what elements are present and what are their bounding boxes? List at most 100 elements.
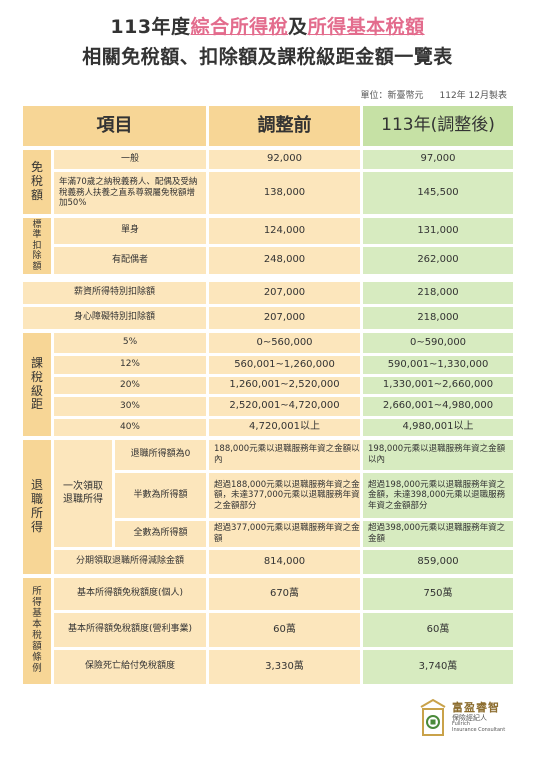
category-char: 得 [30,519,43,534]
standard-before-married: 248,000 [209,247,360,274]
company-logo-icon [420,698,446,736]
category-tax-brackets: 課稅級距 [23,333,51,436]
standard-label-married: 有配偶者 [54,247,206,274]
bracket-after: 1,330,001~2,660,000 [363,377,513,394]
bracket-rate: 5% [54,333,206,353]
basic-tax-label-individual: 基本所得額免稅額度(個人) [54,578,206,610]
category-char: 除 [32,251,42,262]
bracket-rate: 40% [54,419,206,436]
header-item: 項目 [23,106,206,146]
category-retirement: 退職所得 [23,440,51,574]
exemption-label-general: 一般 [54,150,206,169]
retirement-installment-label: 分期領取退職所得減除金額 [54,550,206,574]
category-char: 距 [30,397,43,412]
basic-tax-before-business: 60萬 [209,613,360,647]
logo-english-line2: Insurance Consultant [452,726,506,733]
basic-tax-label-insurance: 保險死亡給付免稅額度 [54,650,206,684]
category-char: 基 [32,608,42,620]
logo-english: Fullrich Insurance Consultant [452,721,506,734]
category-char: 額 [32,640,42,652]
category-char: 稅 [30,174,43,189]
bracket-rate: 12% [54,356,206,374]
category-char: 額 [30,187,43,202]
title-basic-tax: 所得基本稅額 [307,16,425,38]
bracket-after: 2,660,001~4,980,000 [363,397,513,416]
retirement-after-half: 超過198,000元乘以退職服務年資之金額，未達398,000元乘以退職服務年資… [363,473,513,518]
retirement-lump-sum-label: 一次領取退職所得 [54,440,112,547]
special-label-disability: 身心障礙特別扣除額 [23,307,206,329]
bracket-before: 0~560,000 [209,333,360,353]
special-before-salary: 207,000 [209,282,360,304]
category-char: 課 [30,355,43,370]
unit-note: 單位：新臺幣元 112年 12月製表 [344,88,507,101]
exemption-after-general: 97,000 [363,150,513,169]
retirement-label-full: 全數為所得額 [115,521,206,547]
category-char: 標 [32,220,42,231]
special-label-salary: 薪資所得特別扣除額 [23,282,206,304]
exemption-label-elderly: 年滿70歲之納稅義務人、配偶及受納稅義務人扶養之直系尊親屬免稅額增加50% [54,172,206,214]
category-char: 準 [32,230,42,241]
standard-after-married: 262,000 [363,247,513,274]
standard-after-single: 131,000 [363,218,513,244]
page-title-line1: 113年度綜合所得稅及所得基本稅額 [0,12,535,39]
category-char: 得 [32,597,42,609]
bracket-before: 4,720,001以上 [209,419,360,436]
standard-label-single: 單身 [54,218,206,244]
header-before: 調整前 [209,106,360,146]
bracket-rate: 20% [54,377,206,394]
bracket-before: 2,520,001~4,720,000 [209,397,360,416]
retirement-before-half: 超過188,000元乘以退職服務年資之金額，未達377,000元乘以退職服務年資… [209,473,360,518]
exemption-before-elderly: 138,000 [209,172,360,214]
retirement-label-half: 半數為所得額 [115,473,206,518]
logo-english-line1: Fullrich [452,721,470,727]
category-char: 稅 [30,369,43,384]
title-year: 113年度 [110,16,191,38]
retirement-installment-after: 859,000 [363,550,513,574]
basic-tax-label-business: 基本所得額免稅額度(營利事業) [54,613,206,647]
basic-tax-after-individual: 750萬 [363,578,513,610]
retirement-after-zero: 198,000元乘以退職服務年資之金額以內 [363,440,513,470]
category-char: 本 [32,619,42,631]
special-after-salary: 218,000 [363,282,513,304]
basic-tax-before-individual: 670萬 [209,578,360,610]
exemption-after-elderly: 145,500 [363,172,513,214]
basic-tax-after-business: 60萬 [363,613,513,647]
category-char: 例 [32,662,42,674]
table-date: 112年 12月製表 [439,91,508,101]
category-char: 免 [30,160,43,175]
header-after: 113年(調整後) [363,106,513,146]
basic-tax-after-insurance: 3,740萬 [363,650,513,684]
category-standard-deduction: 標準扣除額 [23,218,51,274]
category-char: 所 [32,586,42,598]
exemption-before-general: 92,000 [209,150,360,169]
category-exemption: 免稅額 [23,150,51,214]
category-char: 稅 [32,630,42,641]
unit-label: 單位：新臺幣元 [360,91,424,101]
basic-tax-before-insurance: 3,330萬 [209,650,360,684]
retirement-installment-before: 814,000 [209,550,360,574]
bracket-after: 0~590,000 [363,333,513,353]
category-char: 所 [30,506,43,520]
title-income-tax: 綜合所得稅 [190,16,289,38]
page-title-line2: 相關免稅額、扣除額及課稅級距金額一覽表 [82,46,453,68]
special-before-disability: 207,000 [209,307,360,329]
retirement-after-full: 超過398,000元乘以退職服務年資之金額 [363,521,513,547]
category-char: 額 [32,261,42,272]
retirement-before-full: 超過377,000元乘以退職服務年資之金額 [209,521,360,547]
bracket-after: 590,001~1,330,000 [363,356,513,374]
category-char: 級 [30,383,43,398]
standard-before-single: 124,000 [209,218,360,244]
bracket-before: 1,260,001~2,520,000 [209,377,360,394]
logo-name: 富盈睿智 [452,701,500,714]
title-and: 及 [288,16,308,38]
category-char: 退 [30,478,43,493]
special-after-disability: 218,000 [363,307,513,329]
category-basic-tax: 所得基本稅額條例 [23,578,51,684]
logo-subtitle: 保險經紀人 [452,714,487,722]
bracket-rate: 30% [54,397,206,416]
retirement-before-zero: 188,000元乘以退職服務年資之金額以內 [209,440,360,470]
category-char: 職 [30,492,43,507]
retirement-label-zero: 退職所得額為0 [115,440,206,470]
bracket-before: 560,001~1,260,000 [209,356,360,374]
category-char: 扣 [32,240,42,251]
